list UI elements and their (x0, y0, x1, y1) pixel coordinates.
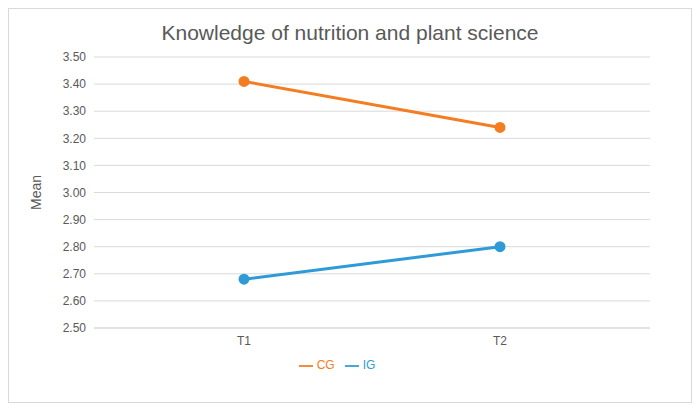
svg-text:T2: T2 (493, 334, 507, 348)
svg-text:3.40: 3.40 (63, 77, 87, 91)
html-text:IG: IG (362, 358, 376, 372)
html-text:CG: CG (316, 358, 335, 372)
html-text:Knowledge of nutrition and pla: Knowledge of nutrition and plant science (161, 21, 539, 44)
svg-text:3.00: 3.00 (63, 186, 87, 200)
svg-text:3.10: 3.10 (63, 159, 87, 173)
svg-text:T1: T1 (237, 334, 251, 348)
svg-text:2.60: 2.60 (63, 294, 87, 308)
svg-text:3.30: 3.30 (63, 104, 87, 118)
svg-text:2.70: 2.70 (63, 267, 87, 281)
svg-text:2.50: 2.50 (63, 321, 87, 335)
svg-text:3.20: 3.20 (63, 132, 87, 146)
svg-text:3.50: 3.50 (63, 50, 87, 64)
svg-text:2.80: 2.80 (63, 240, 87, 254)
svg-text:Mean: Mean (28, 175, 44, 210)
svg-text:2.90: 2.90 (63, 213, 87, 227)
